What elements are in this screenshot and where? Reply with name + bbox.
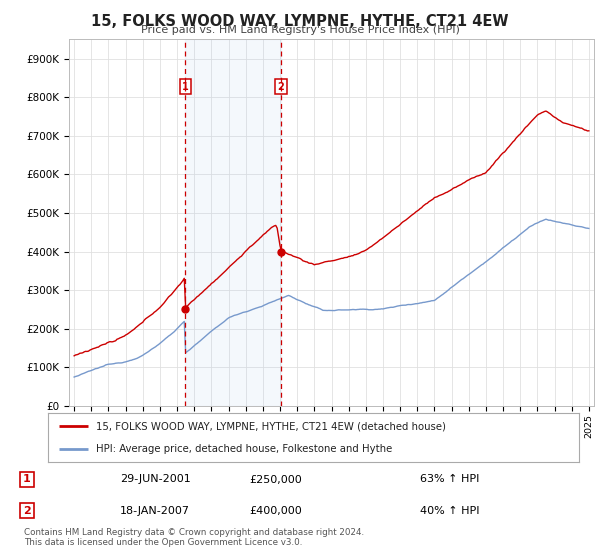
Text: 18-JAN-2007: 18-JAN-2007 [120, 506, 190, 516]
Text: Price paid vs. HM Land Registry's House Price Index (HPI): Price paid vs. HM Land Registry's House … [140, 25, 460, 35]
Text: 40% ↑ HPI: 40% ↑ HPI [420, 506, 479, 516]
Text: Contains HM Land Registry data © Crown copyright and database right 2024.
This d: Contains HM Land Registry data © Crown c… [24, 528, 364, 547]
Text: 1: 1 [182, 82, 189, 92]
Text: 15, FOLKS WOOD WAY, LYMPNE, HYTHE, CT21 4EW (detached house): 15, FOLKS WOOD WAY, LYMPNE, HYTHE, CT21 … [96, 421, 446, 431]
Text: 1: 1 [23, 474, 31, 484]
Text: £250,000: £250,000 [250, 474, 302, 484]
Text: 2: 2 [278, 82, 284, 92]
Bar [185, 39, 281, 406]
Text: 63% ↑ HPI: 63% ↑ HPI [420, 474, 479, 484]
Text: 2: 2 [23, 506, 31, 516]
Text: £400,000: £400,000 [250, 506, 302, 516]
Text: 29-JUN-2001: 29-JUN-2001 [120, 474, 191, 484]
Text: HPI: Average price, detached house, Folkestone and Hythe: HPI: Average price, detached house, Folk… [96, 444, 392, 454]
Text: 15, FOLKS WOOD WAY, LYMPNE, HYTHE, CT21 4EW: 15, FOLKS WOOD WAY, LYMPNE, HYTHE, CT21 … [91, 14, 509, 29]
